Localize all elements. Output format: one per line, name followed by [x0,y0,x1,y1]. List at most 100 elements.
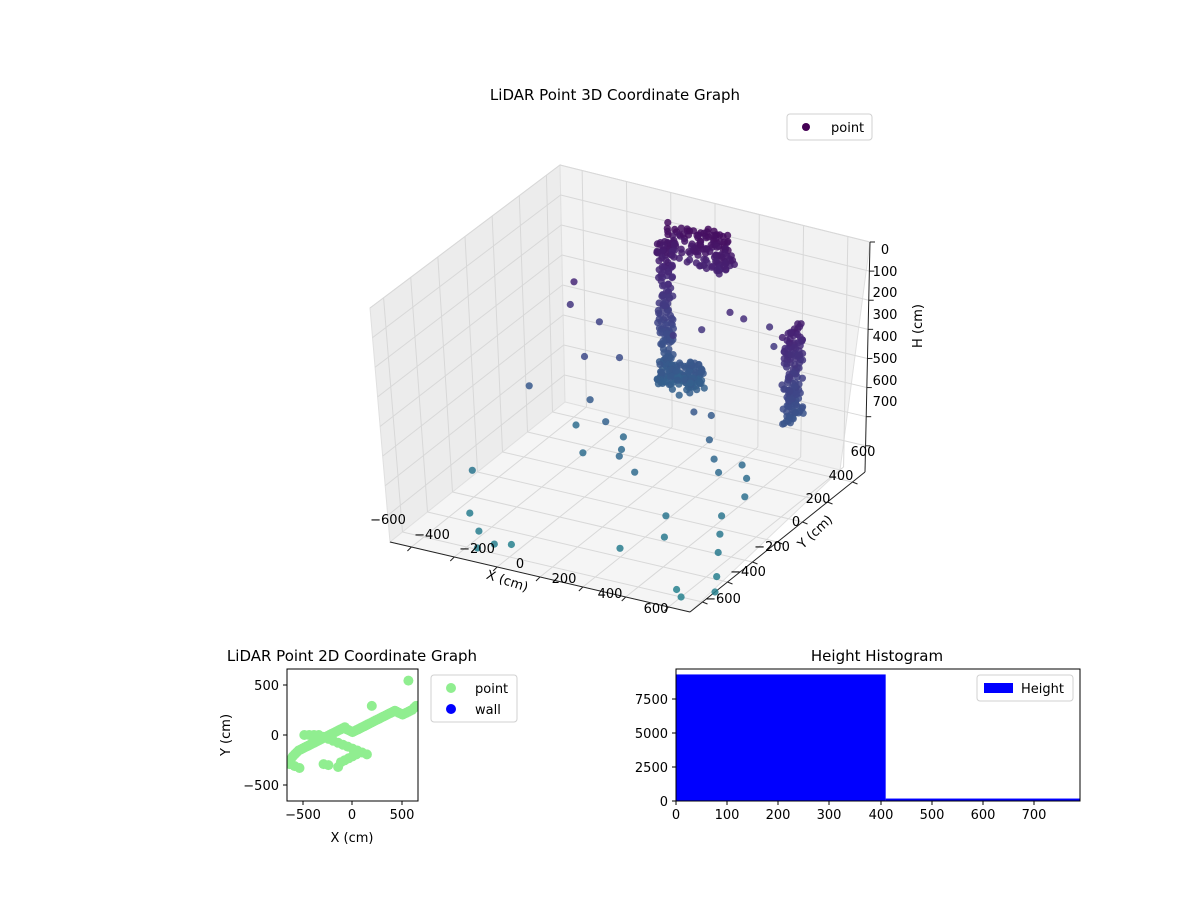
data-point [686,379,694,387]
y-tick-mark [752,561,758,565]
y-tick-label: 600 [851,445,876,460]
data-point [793,390,801,398]
data-point [687,242,696,250]
data-point [720,238,728,246]
data-point [738,461,746,469]
data-point-point [361,749,372,760]
grid-line [384,344,565,487]
data-point [686,358,694,366]
data-point [662,512,670,520]
x-tick-mark [535,576,541,582]
x-tick-mark [407,546,412,552]
data-point [656,329,664,337]
data-point-point [323,760,334,771]
grid-line [382,314,564,457]
data-point [595,318,604,326]
data-point [659,337,667,345]
grid-line [625,181,630,418]
y-tick-mark [777,541,783,545]
y-tick-label: 5000 [635,727,668,742]
grid-line [518,195,528,433]
data-point [716,530,724,538]
data-point-point [403,675,414,686]
x-tick-label: 700 [1022,808,1047,823]
data-point [720,262,728,270]
x-tick-label: −500 [285,808,321,823]
x-tick-label: −200 [459,542,495,557]
grid-line [369,164,561,309]
data-point [619,433,628,441]
data-point [791,361,799,369]
data-point [668,251,676,259]
data-point [675,391,683,399]
y-axis-label-2d: Y (cm) [219,714,234,757]
y-tick-label: 500 [254,679,279,694]
data-point-point [411,700,418,711]
data-point [669,331,677,339]
data-point [615,354,624,362]
data-point [793,330,802,339]
data-point [671,225,679,233]
y-tick-label: 2500 [635,761,668,776]
grid-line [427,511,728,583]
data-point [700,261,708,269]
data-point [617,445,626,454]
legend-swatch [984,683,1013,693]
histogram-title: Height Histogram [811,647,943,665]
data-point [724,231,732,239]
grid-line [564,374,866,447]
legend-label: point [475,682,508,697]
data-point [667,354,675,362]
y-tick-label: 400 [829,469,854,484]
data-point [685,367,693,375]
data-point [579,449,587,457]
data-point [473,544,481,552]
y-tick-mark [852,481,858,485]
data-point [708,231,716,239]
data-point [686,256,694,264]
data-point [672,367,680,375]
data-point [786,414,794,422]
data-point [766,323,774,331]
grid-line [491,216,503,453]
grid-line [383,297,403,533]
data-point [693,386,701,394]
axis-line [864,241,871,473]
y-tick-label: 7500 [635,693,668,708]
grid-line [502,451,803,523]
chart-2d-title: LiDAR Point 2D Coordinate Graph [227,647,477,665]
data-point [785,387,794,395]
data-point [792,408,800,417]
data-point [615,452,623,460]
legend-hist: Height [976,674,1074,702]
data-point [654,319,662,327]
legend-marker [802,123,810,131]
histogram: Height Histogram 0 100 200 300 400 500 6… [635,647,1081,823]
grid-line [387,374,565,516]
data-point [707,241,715,249]
data-point [790,343,798,351]
data-point [507,540,515,549]
data-point [784,345,792,353]
grid-line [757,214,760,448]
data-point [677,224,685,232]
grid-line [464,236,478,473]
x-tick-label: −400 [414,528,450,543]
grid-line [374,224,562,368]
data-point [566,300,574,309]
grid-line [372,194,561,339]
data-point [660,242,668,250]
y-ticks-3d: 600 400 200 0 −200 −400 −600 [705,445,875,607]
data-point [580,352,589,361]
data-point [602,418,610,426]
z-tick-label: 400 [873,330,898,345]
data-point [695,360,703,369]
data-point [679,230,687,238]
data-point [740,315,748,323]
data-point [662,321,670,329]
data-point [616,544,624,552]
data-point [662,256,670,264]
data-point [787,351,795,359]
x-tick-label: 0 [516,557,524,572]
legend-label: point [831,121,864,136]
